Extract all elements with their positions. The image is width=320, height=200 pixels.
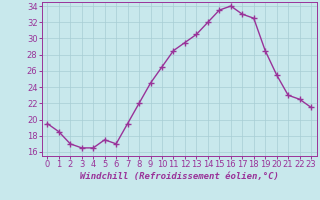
X-axis label: Windchill (Refroidissement éolien,°C): Windchill (Refroidissement éolien,°C) <box>80 172 279 181</box>
